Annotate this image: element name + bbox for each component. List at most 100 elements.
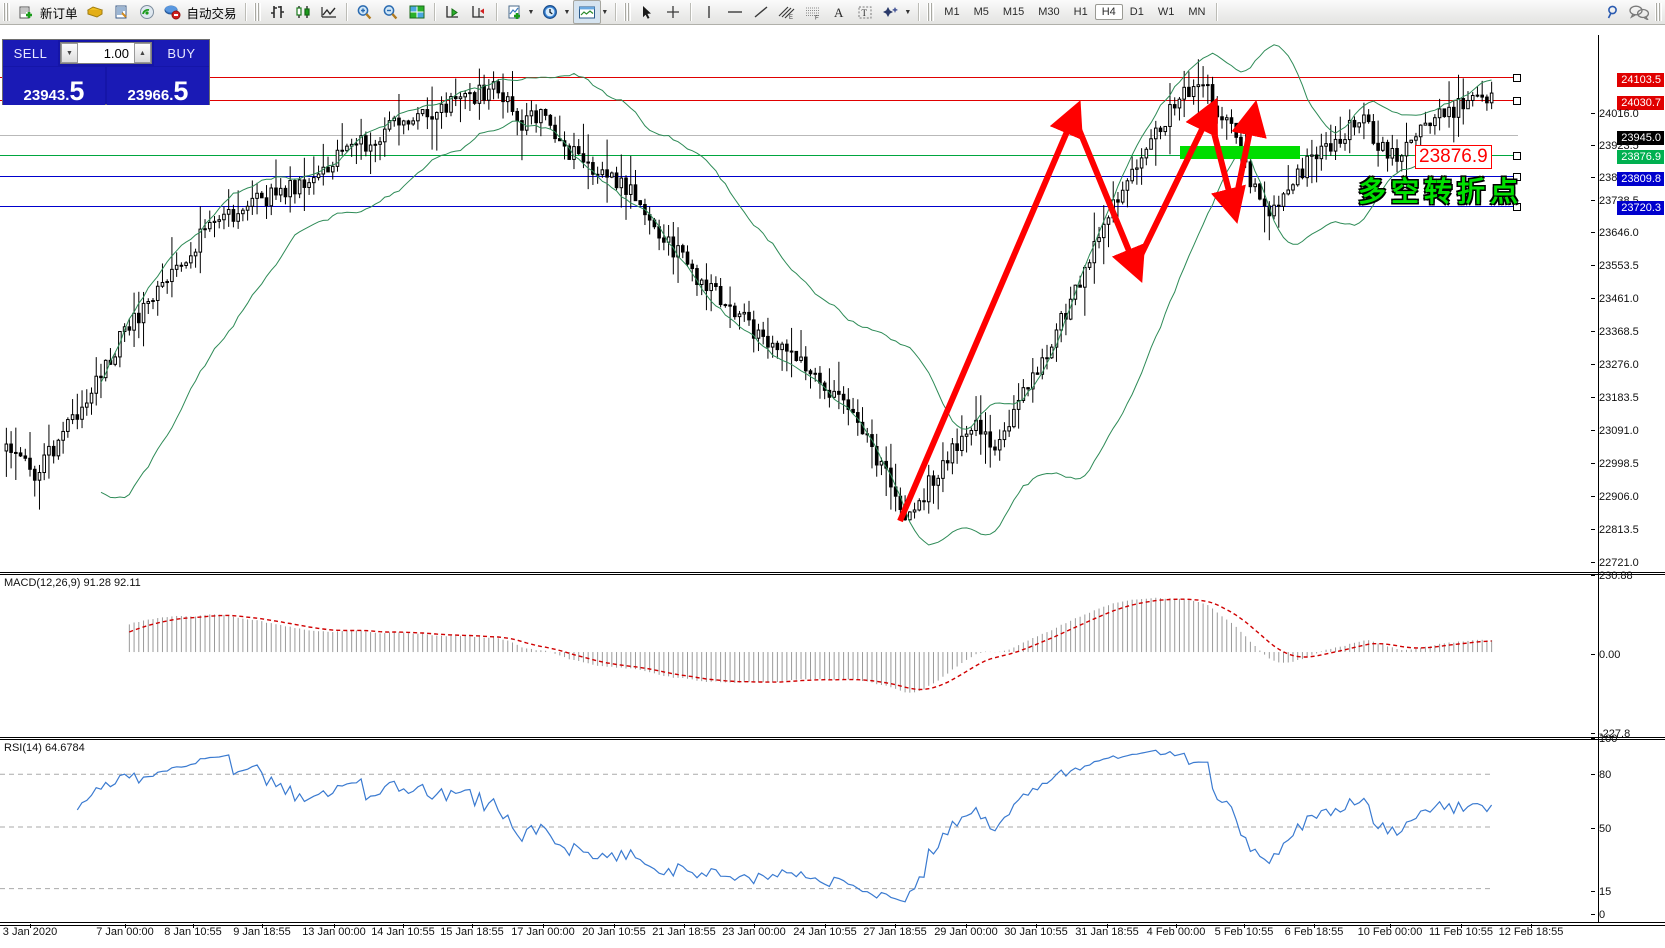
periods-icon[interactable] (537, 1, 563, 23)
level-handle-24030[interactable] (1513, 97, 1521, 105)
templates-dropdown-arrow[interactable]: ▼ (601, 8, 609, 16)
price-label-24103-5[interactable]: 24103.5 (1617, 73, 1664, 87)
timeframe-w1[interactable]: W1 (1157, 6, 1175, 18)
chart-shift-icon[interactable] (466, 1, 492, 23)
price-label-23809-8[interactable]: 23809.8 (1617, 172, 1664, 186)
timeframe-h4[interactable]: H4 (1094, 4, 1123, 20)
rsi-plot[interactable] (0, 737, 1500, 922)
price-tick: 23923.5 (1591, 140, 1665, 152)
trendline-icon[interactable] (748, 1, 774, 23)
timeframe-m15[interactable]: M15 (1002, 6, 1025, 18)
timeframe-m1[interactable]: M1 (944, 6, 960, 18)
turning-point-annotation: 多空转折点 (1358, 176, 1524, 207)
volume-value[interactable]: 1.00 (103, 45, 129, 61)
support-line-23720[interactable] (0, 206, 1518, 207)
level-handle-23809[interactable] (1513, 173, 1521, 181)
toolbar-grip[interactable] (3, 3, 10, 21)
new-order-label[interactable]: 新订单 (40, 6, 78, 21)
toolbar-separator-6 (690, 3, 693, 21)
autotrading-icon[interactable] (160, 1, 186, 23)
price-label-23945-0[interactable]: 23945.0 (1617, 131, 1664, 145)
time-tick-mark (30, 924, 31, 928)
buy-price[interactable]: 23966. 5 (107, 67, 209, 105)
buy-button[interactable]: BUY (154, 40, 209, 66)
periods-dropdown-arrow[interactable]: ▼ (563, 8, 571, 16)
price-pane[interactable]: 多空转折点 23876.9 24103.5 24030.7 24016.0 23945… (0, 35, 1665, 602)
crosshair-icon[interactable] (660, 1, 686, 23)
cursor-icon[interactable] (634, 1, 660, 23)
search-icon[interactable] (1600, 1, 1626, 23)
candlestick-chart-icon[interactable] (290, 1, 316, 23)
time-tick-label: 21 Jan 18:55 (652, 926, 716, 938)
fibonacci-icon[interactable]: F (800, 1, 826, 23)
time-tick-mark (334, 924, 335, 928)
expert-advisors-icon[interactable] (82, 1, 108, 23)
auto-scroll-icon[interactable] (440, 1, 466, 23)
macd-pane[interactable]: MACD(12,26,9) 91.28 92.11 230.88 0.00 -227… (0, 570, 1665, 740)
shapes-icon[interactable] (878, 1, 904, 23)
time-tick-mark (1244, 924, 1245, 928)
volume-dropdown-icon[interactable]: ▼ (61, 43, 78, 63)
toolbar-grip-5[interactable] (1655, 3, 1662, 21)
text-icon[interactable]: A (826, 1, 852, 23)
autotrading-label[interactable]: 自动交易 (186, 6, 237, 21)
toolbar-separator-3 (433, 3, 436, 21)
zoom-in-icon[interactable] (352, 1, 378, 23)
add-indicator-icon[interactable] (502, 1, 528, 23)
bar-chart-icon[interactable] (264, 1, 290, 23)
macd-plot[interactable] (0, 572, 1500, 737)
pivot-price-callout[interactable]: 23876.9 (1415, 145, 1492, 169)
line-chart-icon[interactable] (316, 1, 342, 23)
timeframe-m5[interactable]: M5 (973, 6, 989, 18)
text-label-icon[interactable]: T (852, 1, 878, 23)
level-handle-23876[interactable] (1513, 152, 1521, 160)
timeframe-d1[interactable]: D1 (1129, 6, 1144, 18)
support-line-23809[interactable] (0, 176, 1518, 177)
templates-icon[interactable] (573, 0, 602, 24)
chat-icon[interactable] (1626, 1, 1652, 23)
grid-icon[interactable] (404, 1, 430, 23)
timeframe-m30[interactable]: M30 (1038, 6, 1060, 18)
candlestick-chart[interactable] (0, 35, 1500, 572)
data-window-icon[interactable] (108, 1, 134, 23)
equidistant-channel-icon[interactable]: E (774, 1, 800, 23)
time-tick-label: 17 Jan 00:00 (511, 926, 575, 938)
time-tick-label: 7 Jan 00:00 (96, 926, 154, 938)
price-tick: 23646.0 (1591, 227, 1665, 239)
price-tick: 23553.5 (1591, 260, 1665, 272)
shapes-dropdown-arrow[interactable]: ▼ (904, 8, 912, 16)
vertical-line-icon[interactable] (696, 1, 722, 23)
sell-price[interactable]: 23943. 5 (3, 67, 105, 105)
resistance-line-24030[interactable] (0, 100, 1518, 101)
volume-field[interactable]: ▼ 1.00 ▲ (60, 42, 152, 64)
supply-zone-rectangle[interactable] (1180, 146, 1300, 159)
new-order-button[interactable] (13, 1, 39, 23)
sell-price-dot: . (65, 87, 70, 104)
timeframe-mn[interactable]: MN (1188, 6, 1206, 18)
main-toolbar: 新订单 自动交易 ▼ ▼ (0, 0, 1665, 25)
axis-tick: 80 (1591, 769, 1665, 781)
resistance-line-24103[interactable] (0, 77, 1518, 78)
time-tick-mark (1036, 924, 1037, 928)
price-label-24030-7[interactable]: 24030.7 (1617, 96, 1664, 110)
indicator-dropdown-arrow[interactable]: ▼ (527, 8, 535, 16)
chart-workspace[interactable]: JPN225-,H4 23925.0 23962.5 23925.0 23945… (0, 25, 1665, 948)
pivot-line-23876[interactable] (0, 155, 1518, 156)
timeframe-h1[interactable]: H1 (1073, 6, 1088, 18)
sell-button[interactable]: SELL (3, 40, 58, 66)
one-click-trading-panel[interactable]: SELL ▼ 1.00 ▲ BUY 23943. 5 23966. 5 (2, 39, 210, 105)
rsi-pane[interactable]: RSI(14) 64.6784 100 80 50 15 0 (0, 733, 1665, 922)
buy-price-dot: . (169, 87, 174, 104)
level-handle-24103[interactable] (1513, 74, 1521, 82)
zoom-out-icon[interactable] (378, 1, 404, 23)
toolbar-grip-3[interactable] (624, 3, 632, 21)
toolbar-grip-4[interactable] (927, 3, 935, 21)
price-label-23876-9[interactable]: 23876.9 (1617, 150, 1664, 164)
time-axis[interactable]: 3 Jan 2020 7 Jan 00:00 8 Jan 10:55 9 Jan 18… (0, 922, 1665, 948)
level-handle-23720[interactable] (1513, 203, 1521, 211)
price-label-23720-3[interactable]: 23720.3 (1617, 201, 1664, 215)
toolbar-grip-2[interactable] (253, 3, 261, 21)
navigator-icon[interactable] (134, 1, 160, 23)
volume-spinner-up-icon[interactable]: ▲ (134, 43, 151, 63)
horizontal-line-icon[interactable] (722, 1, 748, 23)
